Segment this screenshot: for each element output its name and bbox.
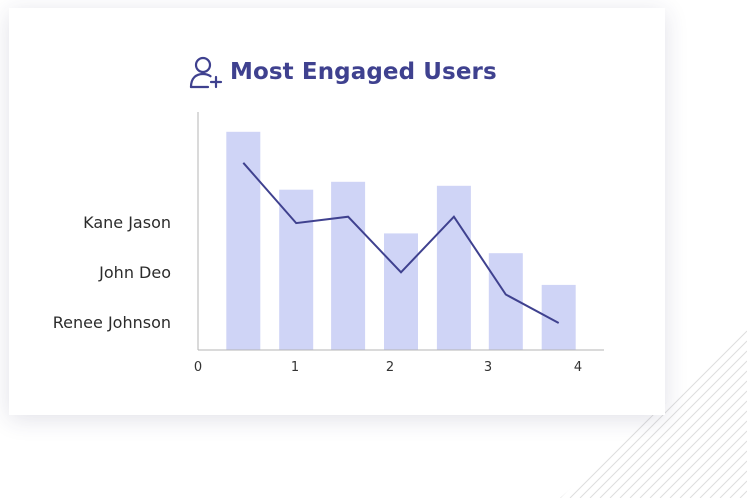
axes-group bbox=[197, 112, 604, 351]
x-tick-label: 2 bbox=[386, 360, 394, 375]
add-user-icon bbox=[189, 56, 223, 89]
x-tick-label: 4 bbox=[574, 360, 582, 375]
y-axis-label: Kane Jason bbox=[83, 213, 171, 232]
x-tick-label: 1 bbox=[291, 360, 299, 375]
x-axis-ticks: 0 1 2 3 4 bbox=[194, 360, 582, 375]
bar bbox=[279, 189, 314, 350]
chart-header: Most Engaged Users bbox=[188, 52, 497, 92]
x-tick-label: 0 bbox=[194, 360, 202, 375]
bar bbox=[436, 185, 471, 350]
y-axis-label: John Deo bbox=[98, 263, 171, 282]
bars-group bbox=[226, 131, 576, 350]
bar bbox=[384, 233, 418, 350]
bar bbox=[331, 181, 366, 350]
chart-title: Most Engaged Users bbox=[230, 59, 497, 85]
y-axis-label: Renee Johnson bbox=[53, 313, 171, 332]
y-axis-labels: Kane Jason John Deo Renee Johnson bbox=[53, 213, 171, 332]
trend-line bbox=[242, 162, 560, 324]
trend-line-group bbox=[242, 162, 560, 324]
x-tick-label: 3 bbox=[484, 360, 492, 375]
bar bbox=[226, 131, 261, 350]
